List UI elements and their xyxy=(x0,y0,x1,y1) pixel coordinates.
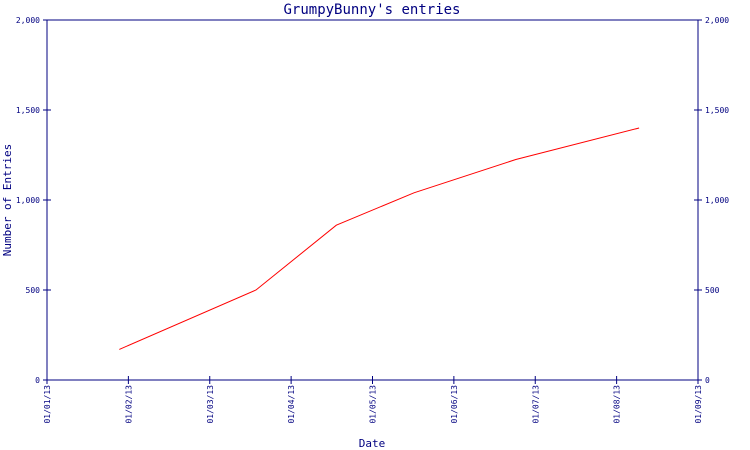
y-tick-label-right: 500 xyxy=(705,286,720,295)
series-line xyxy=(119,127,640,350)
y-axis-label: Number of Entries xyxy=(1,144,14,257)
x-tick-label: 01/06/13 xyxy=(450,385,459,424)
x-tick-label: 01/04/13 xyxy=(287,385,296,424)
x-tick-label: 01/05/13 xyxy=(369,385,378,424)
y-tick-label-right: 2,000 xyxy=(705,16,729,25)
y-tick-label-right: 0 xyxy=(705,376,710,385)
x-tick-label: 01/08/13 xyxy=(613,385,622,424)
y-axis-left: 0 500 1,000 1,500 2,000 xyxy=(16,16,51,385)
x-tick-label: 01/07/13 xyxy=(531,385,540,424)
y-tick-label-left: 1,500 xyxy=(16,106,40,115)
y-tick-label-left: 2,000 xyxy=(16,16,40,25)
x-tick-label: 01/09/13 xyxy=(694,385,703,424)
x-axis-label: Date xyxy=(359,437,386,450)
x-tick-label: 01/02/13 xyxy=(124,385,133,424)
x-axis: 01/01/13 01/02/13 01/03/13 01/04/13 01/05/13… xyxy=(43,376,703,424)
chart-title: GrumpyBunny's entries xyxy=(283,2,460,18)
y-tick-label-right: 1,500 xyxy=(705,106,729,115)
y-tick-label-left: 500 xyxy=(26,286,41,295)
y-tick-label-left: 1,000 xyxy=(16,196,40,205)
y-tick-label-right: 1,000 xyxy=(705,196,729,205)
plot-frame xyxy=(46,19,699,381)
y-axis-right: 0 500 1,000 1,500 2,000 xyxy=(694,16,729,385)
series-group xyxy=(119,127,640,350)
x-tick-label: 01/01/13 xyxy=(43,385,52,424)
y-tick-label-left: 0 xyxy=(35,376,40,385)
x-tick-label: 01/03/13 xyxy=(206,385,215,424)
